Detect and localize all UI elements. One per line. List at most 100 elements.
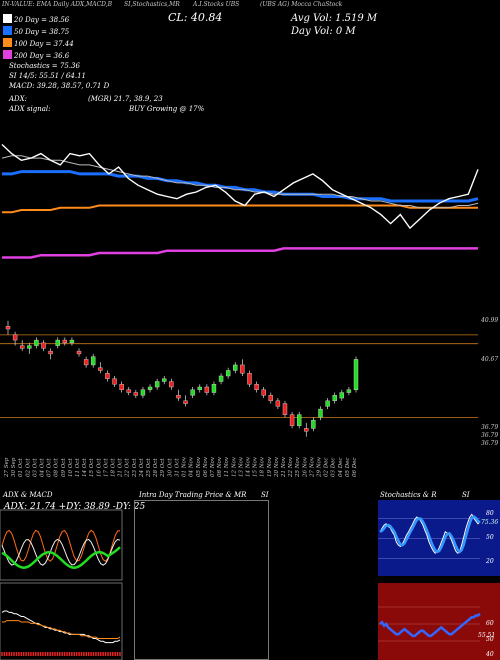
adx-signal-value: BUY Growing @ 17% — [129, 105, 205, 113]
date-label: 01 Nov — [182, 456, 188, 477]
adx-label: ADX: — [9, 95, 28, 103]
candle-body — [318, 408, 323, 418]
price-level-top: 40.99 — [481, 317, 499, 324]
candle-body — [311, 419, 316, 429]
candle-body — [98, 367, 103, 371]
si-readout: SI 14/5: 55.51 / 64.11 — [9, 72, 86, 80]
date-label: 10 Oct — [68, 458, 74, 477]
date-label: 21 Oct — [118, 458, 124, 478]
candle-body — [154, 381, 160, 388]
price-level-low3: 36.79 — [481, 440, 499, 447]
candle-body — [247, 373, 252, 385]
candle-body — [55, 339, 60, 346]
si-tick-40: 40 — [486, 651, 494, 658]
date-label: 07 Oct — [47, 458, 53, 477]
legend-ema20: 20 Day = 38.56 — [3, 14, 69, 24]
date-label: 03 Oct — [32, 458, 38, 477]
date-label: 04 Dec — [338, 458, 344, 478]
candle-body — [261, 389, 266, 396]
date-label: 08 Oct — [54, 458, 60, 477]
stoch-d-line — [379, 515, 481, 554]
macd-frame — [0, 582, 123, 660]
candle-body — [332, 395, 337, 402]
adx-frame — [0, 509, 123, 581]
adx-signal-label: ADX signal: — [9, 105, 51, 113]
si-tick-60: 60 — [486, 620, 494, 627]
si-badge: 55.51 — [478, 632, 496, 639]
date-label: 17 Oct — [103, 458, 109, 477]
date-label: 12 Nov — [231, 456, 237, 477]
date-label: 29 Oct — [160, 458, 166, 478]
candle-body — [197, 386, 202, 390]
legend-ema200: 200 Day = 36.6 — [3, 50, 69, 60]
legend-ema50: 50 Day = 38.75 — [3, 26, 69, 36]
header-line-d: (UBS AG) Mocca ChaStock — [260, 1, 343, 8]
date-label: 05 Dec — [345, 458, 351, 478]
legend-ema100: 100 Day = 37.44 — [3, 38, 74, 48]
date-label: 16 Oct — [96, 458, 102, 477]
candle-body — [211, 384, 217, 393]
legend-swatch-ema200 — [3, 50, 12, 59]
candle-body — [34, 339, 39, 346]
candle-body — [69, 339, 75, 344]
date-label: 28 Oct — [153, 458, 159, 478]
si-line — [379, 612, 481, 638]
stoch-si: SI — [462, 491, 470, 499]
candle-body — [296, 414, 302, 426]
candle-body — [275, 400, 281, 407]
candle-body — [218, 375, 224, 382]
close-price: CL: 40.84 — [168, 11, 223, 24]
stochastics-readout: Stochastics = 75.36 — [9, 62, 80, 70]
date-label: 31 Oct — [174, 458, 180, 477]
ema100-line — [2, 204, 478, 214]
stoch-tick-80: 80 — [486, 510, 494, 517]
candle-body — [254, 384, 259, 390]
date-axis: 27 Sep 30 Sep 01 Oct 02 Oct 03 Oct 04 Oct 07 O… — [4, 456, 358, 478]
candle-body — [147, 386, 153, 390]
date-label: 27 Nov — [309, 456, 315, 478]
date-label: 22 Nov — [288, 456, 294, 478]
date-label: 30 Sep — [11, 457, 17, 477]
date-label: 08 Nov — [217, 456, 223, 477]
date-label: 22 Oct — [125, 458, 131, 478]
date-label: 13 Nov — [238, 456, 244, 477]
header-line-c: A.I.Stocks UBS — [193, 1, 240, 8]
date-label: 04 Nov — [189, 456, 195, 477]
date-label: 27 Sep — [4, 457, 10, 478]
intraday-title: Intra Day Trading Price & MR — [139, 491, 247, 499]
legend-swatch-ema20 — [3, 14, 12, 23]
candle-body — [225, 370, 231, 377]
legend-swatch-ema100 — [3, 38, 12, 47]
candle-body — [41, 342, 46, 349]
adx-line — [1, 546, 121, 569]
date-label: 21 Nov — [281, 456, 287, 478]
stoch-tick-50: 50 — [486, 534, 494, 541]
legend-swatch-ema50 — [3, 26, 12, 35]
ema-panel — [1, 143, 479, 259]
candle-body — [339, 392, 344, 399]
si-frame — [378, 583, 500, 660]
candle-body — [353, 359, 359, 390]
date-label: 26 Nov — [302, 456, 308, 478]
stochastics-panel — [378, 500, 500, 576]
date-label: 23 Oct — [132, 458, 138, 478]
ema200-line — [2, 247, 478, 259]
adx-panel — [0, 509, 123, 581]
date-label: 19 Nov — [267, 456, 273, 477]
date-label: 06 Dec — [352, 458, 358, 478]
date-label: 06 Nov — [203, 456, 209, 477]
candle-body — [289, 414, 295, 426]
candle-body — [282, 403, 288, 415]
header-line-b: SI,Stochastics,MR — [124, 1, 180, 8]
adx-mgr: (MGR) 21.7, 38.9, 23 — [88, 95, 163, 103]
candle-body — [268, 395, 273, 402]
candle-body — [5, 326, 11, 330]
adx-macd-title: ADX & MACD — [3, 491, 53, 499]
candle-body — [233, 364, 238, 371]
date-label: 20 Nov — [274, 456, 280, 478]
candle-body — [83, 359, 89, 366]
close-line — [1, 143, 479, 230]
candle-body — [119, 384, 124, 390]
date-label: 29 Nov — [316, 456, 322, 478]
header-line-a: IN-VALUE: EMA Daily ADX,MACD,B — [2, 1, 113, 8]
